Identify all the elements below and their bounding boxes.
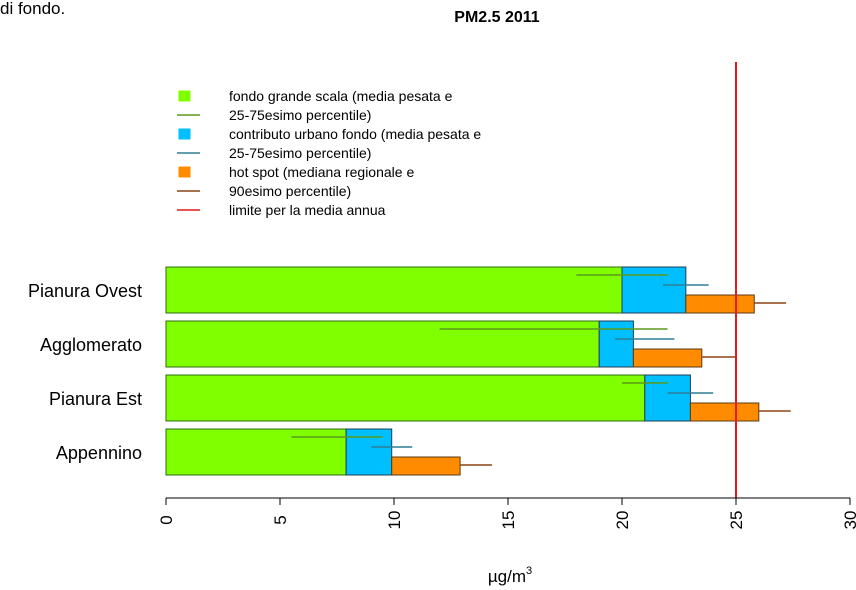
y-axis: Pianura Ovest Agglomerato Pianura Est Appen… xyxy=(28,281,142,463)
y-tick-label: Agglomerato xyxy=(40,335,142,355)
bar-fondo xyxy=(165,266,623,314)
bar-hotspot xyxy=(689,402,760,422)
bar-fondo xyxy=(165,428,347,476)
x-axis-label: µg/m3 xyxy=(488,565,532,586)
legend-label: 90esimo percentile) xyxy=(229,183,351,199)
legend-swatch-box xyxy=(178,128,191,140)
bar-group-agglomerato xyxy=(165,320,736,368)
bar-fondo xyxy=(165,320,600,368)
x-tick-label: 10 xyxy=(385,511,404,530)
legend-entry: contributo urbano fondo (media pesata e xyxy=(178,126,481,142)
bar-fondo xyxy=(165,374,646,422)
legend-swatch-box xyxy=(178,90,191,102)
legend-label: 25-75esimo percentile) xyxy=(229,107,371,123)
x-axis-label-sup: 3 xyxy=(526,565,532,577)
x-tick-label: 30 xyxy=(841,511,856,530)
bar-group-appennino xyxy=(165,428,493,476)
bar-contributo xyxy=(598,320,634,368)
bar-contributo xyxy=(621,266,687,314)
x-axis-label-main: µg/m xyxy=(488,567,526,586)
plot-area xyxy=(165,62,791,498)
legend-entry: 25-75esimo percentile) xyxy=(177,107,371,123)
legend-swatch-box xyxy=(178,166,191,178)
legend-label: 25-75esimo percentile) xyxy=(229,145,371,161)
x-tick-label: 25 xyxy=(727,511,746,530)
x-tick-label: 15 xyxy=(499,511,518,530)
bar-hotspot xyxy=(632,348,703,368)
x-tick-label: 0 xyxy=(157,515,176,524)
y-tick-label: Appennino xyxy=(56,443,142,463)
chart-title: PM2.5 2011 xyxy=(454,9,540,26)
y-tick-label: Pianura Est xyxy=(49,389,142,409)
page-fragment-text: di fondo. xyxy=(0,0,65,18)
legend-entry: 25-75esimo percentile) xyxy=(177,145,371,161)
bar-group-pianura-ovest xyxy=(165,266,787,314)
bar-hotspot xyxy=(391,456,461,476)
legend: fondo grande scala (media pesata e 25-75e… xyxy=(177,88,481,218)
legend-label: hot spot (mediana regionale e xyxy=(229,164,414,180)
x-axis: 0 5 10 15 20 25 30 xyxy=(157,497,856,530)
bar-hotspot xyxy=(685,294,755,314)
legend-entry: 90esimo percentile) xyxy=(177,183,351,199)
legend-entry: fondo grande scala (media pesata e xyxy=(178,88,453,104)
legend-entry: hot spot (mediana regionale e xyxy=(178,164,414,180)
x-tick-label: 20 xyxy=(613,511,632,530)
x-tick-label: 5 xyxy=(271,515,290,524)
legend-label: contributo urbano fondo (media pesata e xyxy=(229,126,481,142)
bar-group-pianura-est xyxy=(165,374,791,422)
bar-contributo xyxy=(345,428,393,476)
legend-label: fondo grande scala (media pesata e xyxy=(229,88,453,104)
legend-label: limite per la media annua xyxy=(229,202,386,218)
bar-contributo xyxy=(644,374,691,422)
y-tick-label: Pianura Ovest xyxy=(28,281,142,301)
legend-entry: limite per la media annua xyxy=(177,202,386,218)
